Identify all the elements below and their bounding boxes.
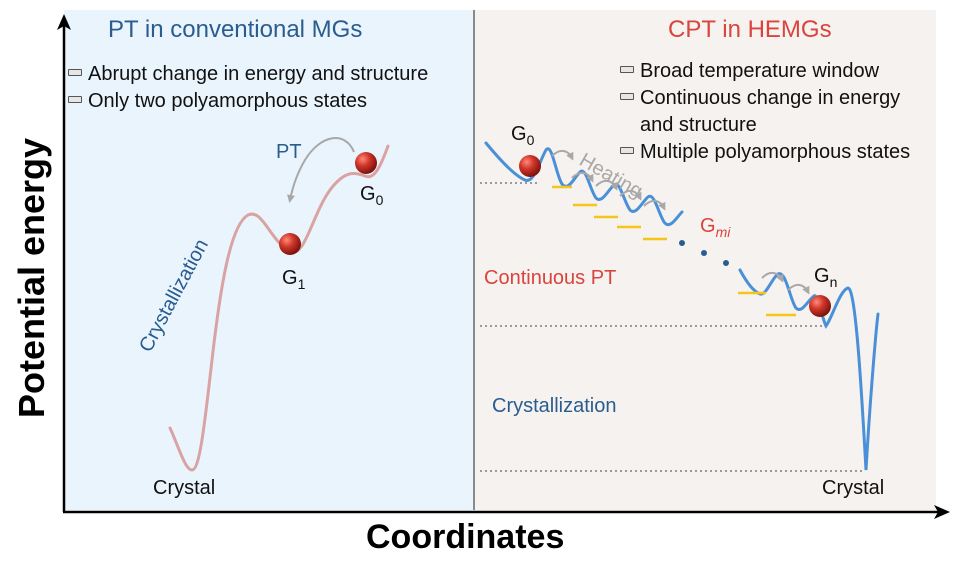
right-bullet: Multiple polyamorphous states [620,142,910,162]
right-energy-curve-upper [484,141,684,227]
left-pt-arrow [287,137,355,203]
ball-g1-left [279,233,301,255]
pt-label: PT [276,141,302,163]
state-g1-left-label: G1 [282,267,306,292]
ball-gn-right [809,295,831,317]
heating-arrow [761,272,784,283]
continuation-dot [723,260,729,266]
ball-g0-left [355,152,377,174]
right-bullet-text: Multiple polyamorphous states [640,141,911,163]
state-gn-label: Gn [814,265,838,290]
left-bullet-text: Only two polyamorphous states [88,90,368,112]
left-panel-bg [64,10,474,510]
bullet-marker-icon [68,96,82,104]
heating-arrow [571,172,594,183]
bullet-marker-icon [620,66,634,74]
right-bullet: Continuous change in energy [620,88,900,108]
heating-arrow [643,200,666,211]
x-axis-label: Coordinates [366,518,565,556]
heating-arrow [595,180,618,191]
right-bullet: Broad temperature window [620,61,879,81]
ball-g0-right [519,155,541,177]
state-g0-left-label: G0 [360,183,384,208]
left-panel-title: PT in conventional MGs [108,16,363,43]
right-panel-bg [474,10,936,510]
left-crystal-label: Crystal [153,477,216,499]
right-bullet-text: Broad temperature window [640,60,880,82]
continuation-dot [679,240,685,246]
state-g0-right-label: G0 [511,123,535,148]
continuation-dot [701,250,707,256]
bullet-marker-icon [620,93,634,101]
heating-arrow [619,190,642,201]
continuous-pt-label: Continuous PT [484,267,617,289]
right-crystallization-label: Crystallization [492,395,617,417]
right-panel-title: CPT in HEMGs [668,16,832,43]
bullet-marker-icon [620,147,634,155]
state-gmi-label: Gmi [700,215,731,240]
bullet-marker-icon [68,69,82,77]
left-bullet-text: Abrupt change in energy and structure [88,63,429,85]
right-crystal-label: Crystal [822,477,885,499]
right-bullet-continuation: and structure [640,114,757,136]
heating-arrow [551,150,574,161]
y-axis-label: Potential energy [11,137,52,418]
left-bullet: Only two polyamorphous states [68,91,367,111]
heating-arrow [787,284,810,295]
left-bullet: Abrupt change in energy and structure [68,64,428,84]
left-energy-curve [168,144,390,472]
right-bullet-text: Continuous change in energy [640,87,901,109]
